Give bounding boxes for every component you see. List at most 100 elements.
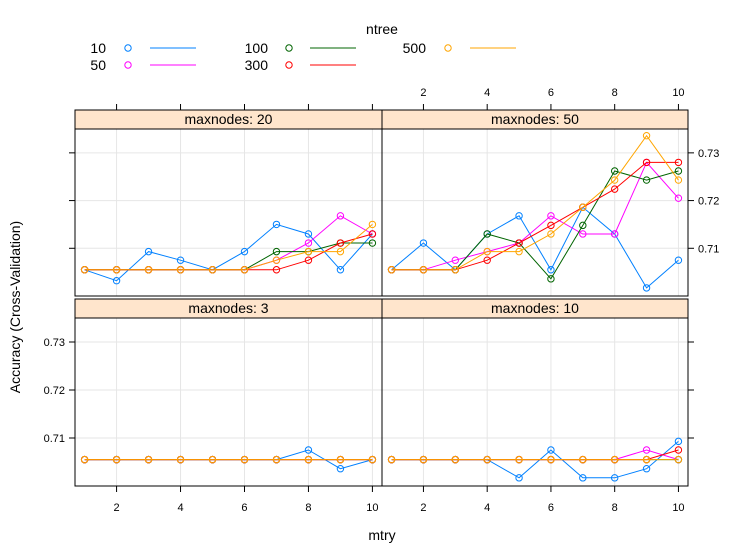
data-point-10 <box>579 474 587 482</box>
data-point-300 <box>674 158 683 167</box>
x-tick-label: 4 <box>484 502 490 514</box>
legend-marker-50 <box>124 61 132 69</box>
y-tick-label: 0.71 <box>44 433 65 445</box>
data-point-300 <box>304 256 313 264</box>
data-point-100 <box>674 167 683 175</box>
data-point-500 <box>515 455 523 464</box>
x-tick-label: 2 <box>114 502 120 514</box>
panel-frame <box>381 317 689 487</box>
y-tick-label: 0.73 <box>44 337 65 349</box>
series-line-50 <box>391 161 679 271</box>
data-point-500 <box>387 455 396 464</box>
x-tick-label: 2 <box>420 502 426 514</box>
legend-marker-10 <box>124 44 132 52</box>
series-line-100 <box>84 242 373 271</box>
data-point-100 <box>642 176 651 184</box>
data-point-100 <box>483 230 491 238</box>
data-point-500 <box>304 247 313 256</box>
series-line-500 <box>84 224 373 271</box>
data-point-500 <box>483 247 491 256</box>
panel-1: maxnodes: 50 2 4 6 8 10 0.71 0.72 0.73 <box>381 87 719 297</box>
data-point-500 <box>610 455 619 464</box>
data-point-500 <box>144 455 153 464</box>
data-point-10 <box>176 256 185 264</box>
data-point-500 <box>579 455 587 464</box>
data-point-50 <box>451 256 460 264</box>
data-point-300 <box>674 446 683 454</box>
data-point-100 <box>579 221 587 230</box>
x-tick-label: 4 <box>484 87 490 99</box>
data-point-500 <box>304 455 313 464</box>
data-point-500 <box>80 266 89 274</box>
data-point-10 <box>112 277 121 285</box>
data-point-50 <box>336 212 345 220</box>
x-tick-label: 8 <box>612 502 618 514</box>
data-point-500 <box>642 131 651 140</box>
x-axis-label: mtry <box>368 527 395 543</box>
data-point-500 <box>368 455 377 464</box>
data-point-500 <box>240 266 249 274</box>
data-point-500 <box>208 455 217 464</box>
legend-marker-500 <box>444 44 452 52</box>
legend-marker-300 <box>285 61 293 69</box>
data-point-500 <box>336 455 345 464</box>
x-tick-label: 10 <box>366 502 378 514</box>
data-point-50 <box>674 194 683 202</box>
series-line-500 <box>391 134 679 271</box>
data-point-500 <box>579 203 587 211</box>
legend-marker-100 <box>285 44 293 52</box>
data-point-300 <box>368 230 377 238</box>
legend-label-10: 10 <box>90 40 106 56</box>
data-point-100 <box>610 167 619 175</box>
data-point-10 <box>336 465 345 473</box>
data-point-10 <box>547 446 555 454</box>
panel-frame <box>74 317 383 487</box>
data-point-10 <box>642 284 651 292</box>
y-tick-label: 0.72 <box>44 385 65 397</box>
data-point-500 <box>176 455 185 464</box>
data-point-100 <box>368 239 377 247</box>
data-point-100 <box>272 247 281 256</box>
data-point-300 <box>515 239 523 247</box>
data-point-10 <box>304 446 313 454</box>
legend-label-500: 500 <box>403 40 427 56</box>
data-point-10 <box>304 230 313 238</box>
data-point-500 <box>547 230 555 238</box>
panel-strip-label: maxnodes: 20 <box>185 111 273 127</box>
x-tick-label: 8 <box>612 87 618 99</box>
data-point-100 <box>547 275 555 283</box>
panel-strip-label: maxnodes: 10 <box>491 300 579 316</box>
data-point-500 <box>547 455 555 464</box>
data-point-500 <box>112 455 121 464</box>
data-point-10 <box>144 247 153 256</box>
data-point-10 <box>674 437 683 446</box>
series-line-50 <box>391 449 679 461</box>
data-point-500 <box>272 455 281 464</box>
x-tick-label: 10 <box>672 502 684 514</box>
legend-label-100: 100 <box>245 40 269 56</box>
data-point-10 <box>674 256 683 264</box>
data-point-300 <box>610 185 619 193</box>
data-point-500 <box>642 455 651 464</box>
data-point-10 <box>419 239 428 247</box>
data-point-500 <box>144 266 153 274</box>
data-point-10 <box>240 247 249 256</box>
series-line-50 <box>84 215 373 271</box>
panel-frame <box>381 128 689 297</box>
data-point-10 <box>610 474 619 482</box>
x-tick-label: 6 <box>241 502 247 514</box>
data-point-10 <box>272 220 281 229</box>
data-point-500 <box>419 455 428 464</box>
data-point-500 <box>336 247 345 256</box>
data-point-300 <box>642 158 651 167</box>
data-point-10 <box>515 474 523 482</box>
data-point-300 <box>272 266 281 274</box>
data-point-10 <box>336 266 345 274</box>
data-point-500 <box>112 266 121 274</box>
legend-title: ntree <box>366 21 398 37</box>
data-point-50 <box>304 239 313 247</box>
data-point-50 <box>579 230 587 238</box>
series-line-10 <box>391 206 679 289</box>
